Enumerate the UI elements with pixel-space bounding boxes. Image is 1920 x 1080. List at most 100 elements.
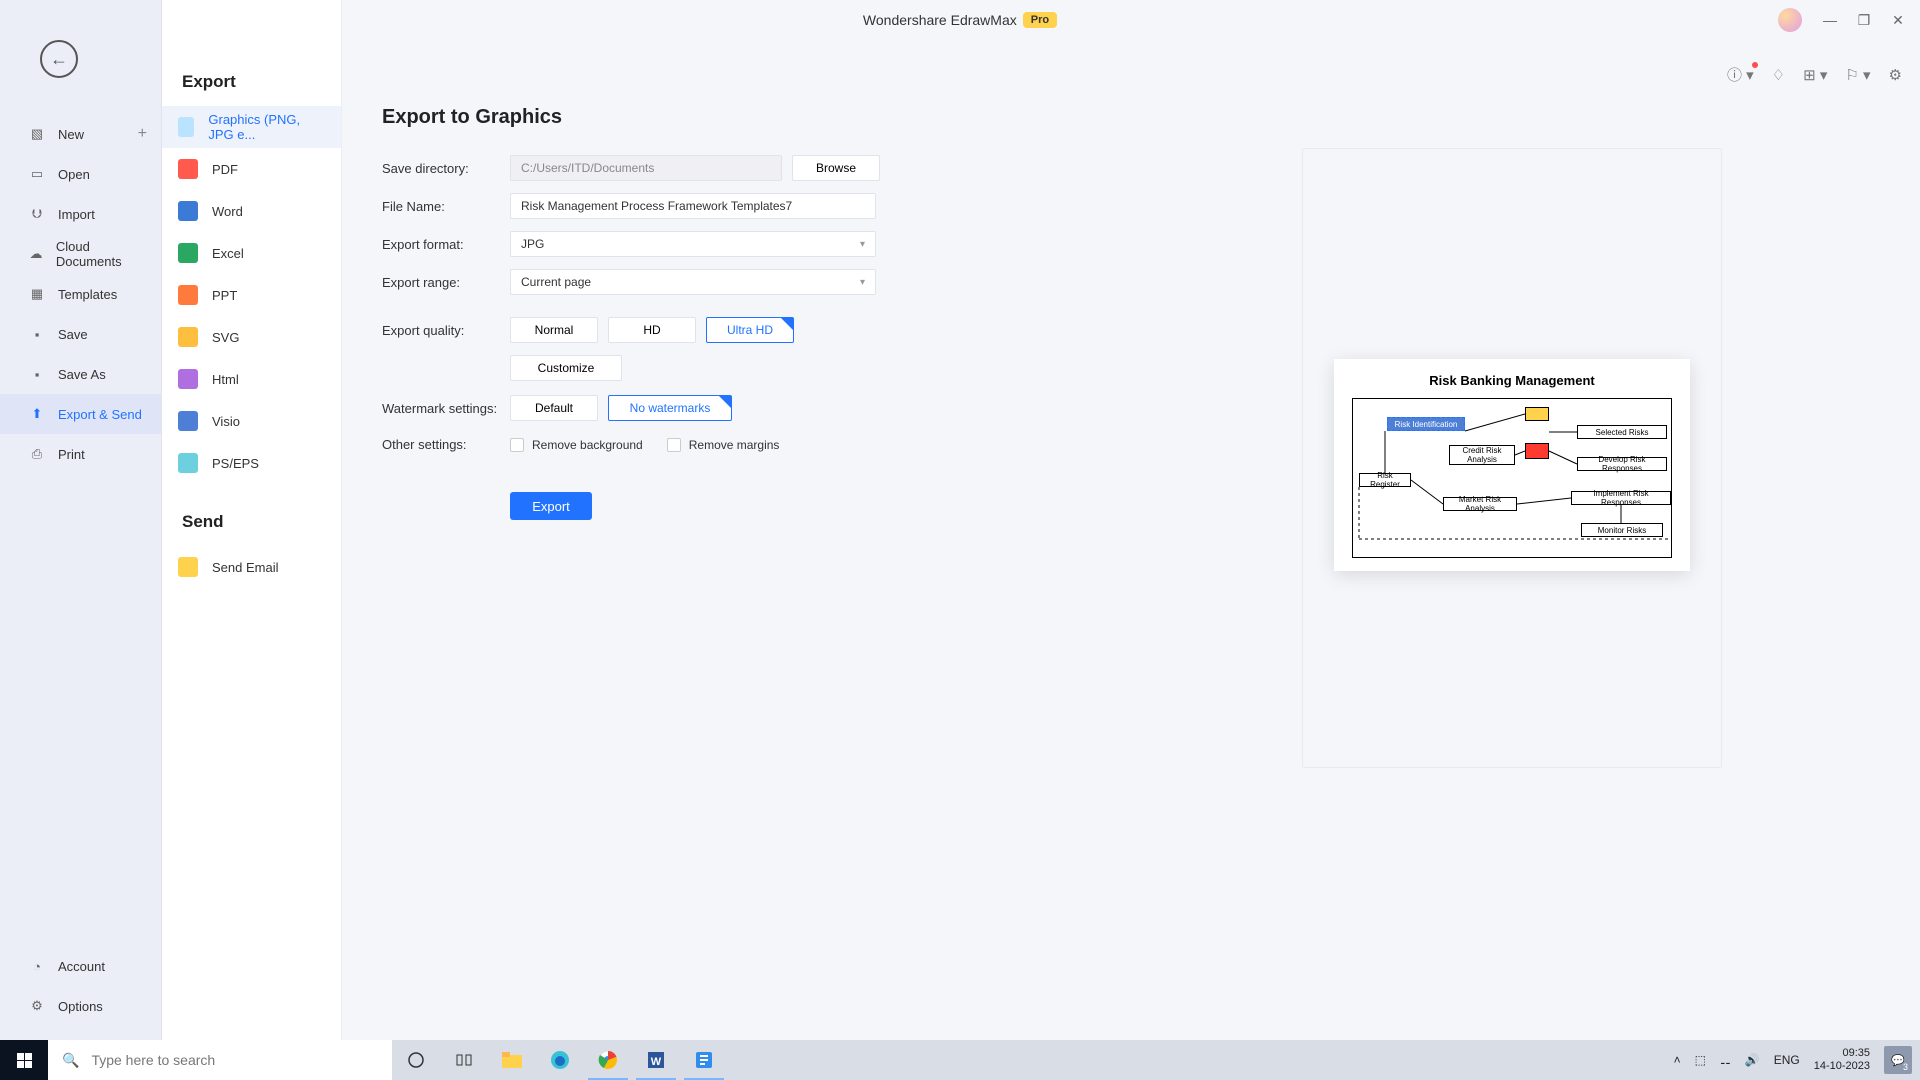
file-explorer-button[interactable] bbox=[488, 1040, 536, 1080]
sidebar-item-templates[interactable]: ▦ Templates bbox=[0, 274, 161, 314]
svg-icon bbox=[178, 327, 198, 347]
sidebar-item-label: Import bbox=[58, 207, 95, 222]
send-email[interactable]: Send Email bbox=[162, 546, 341, 588]
notification-center[interactable]: 💬3 bbox=[1884, 1046, 1912, 1074]
file-name-input[interactable] bbox=[510, 193, 876, 219]
export-heading: Export bbox=[162, 72, 341, 106]
format-select[interactable]: JPG ▾ bbox=[510, 231, 876, 257]
watermark-none[interactable]: No watermarks bbox=[608, 395, 732, 421]
start-button[interactable] bbox=[0, 1040, 48, 1080]
tray-touchpad-icon[interactable]: ⬚ bbox=[1695, 1053, 1706, 1067]
other-label: Other settings: bbox=[382, 437, 510, 452]
quality-customize[interactable]: Customize bbox=[510, 355, 622, 381]
preview-page: Risk Banking Management Risk Identificat… bbox=[1334, 359, 1690, 571]
send-heading: Send bbox=[162, 512, 341, 546]
chrome-button[interactable] bbox=[584, 1040, 632, 1080]
main-content: Export to Graphics Save directory: Brows… bbox=[342, 0, 1920, 1040]
quality-hd[interactable]: HD bbox=[608, 317, 696, 343]
sidebar-item-options[interactable]: ⚙ Options bbox=[0, 986, 161, 1026]
quality-ultra-hd[interactable]: Ultra HD bbox=[706, 317, 794, 343]
export-type-ppt[interactable]: PPT bbox=[162, 274, 341, 316]
back-button[interactable]: ← bbox=[40, 40, 78, 78]
visio-icon bbox=[178, 411, 198, 431]
export-type-label: Graphics (PNG, JPG e... bbox=[208, 112, 325, 142]
sidebar-item-label: Save bbox=[58, 327, 88, 342]
export-type-label: Excel bbox=[212, 246, 244, 261]
export-type-visio[interactable]: Visio bbox=[162, 400, 341, 442]
search-icon: 🔍 bbox=[62, 1052, 79, 1069]
cortana-button[interactable] bbox=[440, 1040, 488, 1080]
tray-language[interactable]: ENG bbox=[1774, 1053, 1800, 1067]
print-icon: ⎙ bbox=[28, 445, 46, 463]
sidebar-item-open[interactable]: ▭ Open bbox=[0, 154, 161, 194]
sidebar-item-cloud[interactable]: ☁ Cloud Documents bbox=[0, 234, 161, 274]
graphics-icon bbox=[178, 117, 194, 137]
tray-chevron-icon[interactable]: ˄ bbox=[1674, 1053, 1681, 1067]
sidebar-item-new[interactable]: ▧ New + bbox=[0, 114, 161, 154]
export-type-pdf[interactable]: PDF bbox=[162, 148, 341, 190]
export-type-svg[interactable]: SVG bbox=[162, 316, 341, 358]
remove-background-checkbox[interactable]: Remove background bbox=[510, 438, 643, 452]
watermark-label: Watermark settings: bbox=[382, 401, 510, 416]
word-button[interactable]: W bbox=[632, 1040, 680, 1080]
search-placeholder: Type here to search bbox=[91, 1052, 215, 1068]
sidebar-item-account[interactable]: ◔ Account bbox=[0, 946, 161, 986]
export-type-label: PPT bbox=[212, 288, 237, 303]
range-select[interactable]: Current page ▾ bbox=[510, 269, 876, 295]
sidebar-item-export-send[interactable]: ⬆ Export & Send bbox=[0, 394, 161, 434]
gear-icon: ⚙ bbox=[28, 997, 46, 1015]
export-type-label: Word bbox=[212, 204, 243, 219]
save-dir-input bbox=[510, 155, 782, 181]
page-title: Export to Graphics bbox=[382, 106, 1880, 129]
sidebar-item-save[interactable]: ▪ Save bbox=[0, 314, 161, 354]
export-type-ps[interactable]: PS/EPS bbox=[162, 442, 341, 484]
export-type-graphics[interactable]: Graphics (PNG, JPG e... bbox=[162, 106, 341, 148]
format-value: JPG bbox=[521, 237, 544, 251]
taskbar-search[interactable]: 🔍 Type here to search bbox=[48, 1040, 392, 1080]
export-type-excel[interactable]: Excel bbox=[162, 232, 341, 274]
sidebar-item-print[interactable]: ⎙ Print bbox=[0, 434, 161, 474]
checkbox-icon bbox=[667, 438, 681, 452]
tray-clock[interactable]: 09:35 14-10-2023 bbox=[1814, 1047, 1870, 1073]
checkbox-label: Remove background bbox=[532, 438, 643, 452]
format-label: Export format: bbox=[382, 237, 510, 252]
ppt-icon bbox=[178, 285, 198, 305]
excel-icon bbox=[178, 243, 198, 263]
preview-panel: Risk Banking Management Risk Identificat… bbox=[1302, 148, 1722, 768]
send-item-label: Send Email bbox=[212, 560, 278, 575]
task-view-button[interactable] bbox=[392, 1040, 440, 1080]
chevron-down-icon: ▾ bbox=[860, 239, 865, 250]
preview-title: Risk Banking Management bbox=[1352, 373, 1672, 388]
watermark-default[interactable]: Default bbox=[510, 395, 598, 421]
sidebar-item-label: Options bbox=[58, 999, 103, 1014]
chevron-down-icon: ▾ bbox=[860, 277, 865, 288]
mail-icon bbox=[178, 557, 198, 577]
edrawmax-button[interactable] bbox=[680, 1040, 728, 1080]
add-icon[interactable]: + bbox=[138, 125, 147, 143]
export-type-html[interactable]: Html bbox=[162, 358, 341, 400]
sidebar-item-save-as[interactable]: ▪ Save As bbox=[0, 354, 161, 394]
export-type-word[interactable]: Word bbox=[162, 190, 341, 232]
sidebar-item-import[interactable]: ⮋ Import bbox=[0, 194, 161, 234]
system-tray: ˄ ⬚ ⚋ 🔊 ENG 09:35 14-10-2023 💬3 bbox=[1674, 1046, 1920, 1074]
browse-button[interactable]: Browse bbox=[792, 155, 880, 181]
file-name-label: File Name: bbox=[382, 199, 510, 214]
quality-normal[interactable]: Normal bbox=[510, 317, 598, 343]
remove-margins-checkbox[interactable]: Remove margins bbox=[667, 438, 780, 452]
sidebar-item-label: New bbox=[58, 127, 84, 142]
folder-icon: ▭ bbox=[28, 165, 46, 183]
export-type-label: Html bbox=[212, 372, 239, 387]
html-icon bbox=[178, 369, 198, 389]
preview-diagram: Risk Identification Credit Risk Analysis… bbox=[1352, 398, 1672, 558]
word-icon bbox=[178, 201, 198, 221]
edge-button[interactable] bbox=[536, 1040, 584, 1080]
svg-text:W: W bbox=[651, 1056, 662, 1068]
tray-volume-icon[interactable]: 🔊 bbox=[1745, 1053, 1760, 1067]
tray-wifi-icon[interactable]: ⚋ bbox=[1720, 1053, 1731, 1067]
tray-date: 14-10-2023 bbox=[1814, 1060, 1870, 1073]
sidebar-item-label: Open bbox=[58, 167, 90, 182]
export-type-label: PDF bbox=[212, 162, 238, 177]
import-icon: ⮋ bbox=[28, 205, 46, 223]
windows-logo-icon bbox=[17, 1053, 32, 1068]
export-button[interactable]: Export bbox=[510, 492, 592, 520]
